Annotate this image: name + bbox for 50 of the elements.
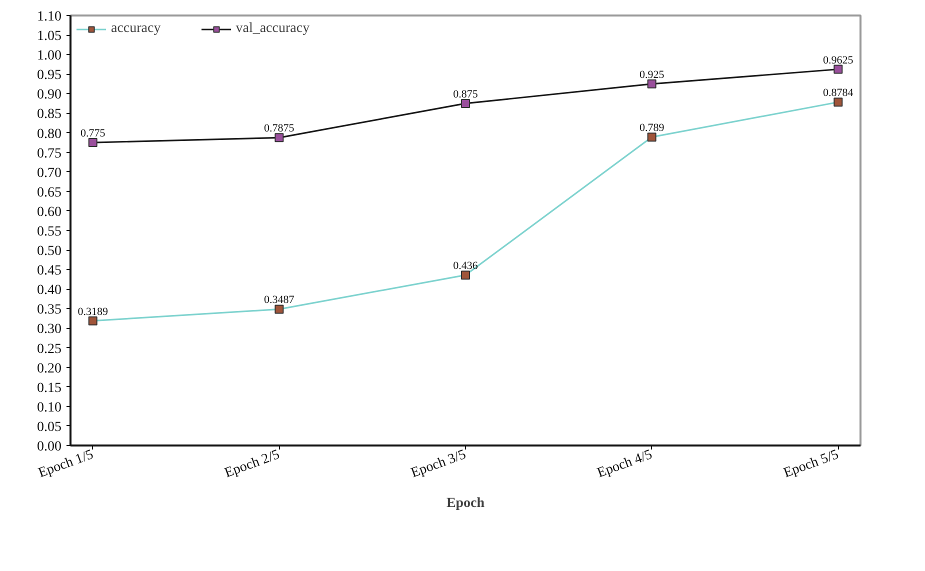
x-tick-label: Epoch 3/5 (409, 447, 468, 482)
text: 0.25 (37, 342, 62, 357)
data-label: 0.789 (639, 122, 665, 134)
text: 0.95 (37, 68, 62, 84)
point (88, 316, 98, 326)
data-label: 0.3487 (264, 294, 295, 306)
point (834, 98, 843, 107)
text: 0.00 (37, 440, 62, 454)
text: 0.75 (37, 146, 62, 162)
data-label: 0.925 (639, 68, 665, 81)
text: 0.50 (37, 244, 62, 260)
point (461, 98, 470, 108)
data-label: 0.875 (453, 88, 478, 100)
point (647, 79, 656, 88)
point (647, 132, 656, 142)
text: 0.90 (37, 88, 62, 103)
data-label: 0.8784 (823, 87, 854, 100)
text: 0.45 (37, 264, 62, 279)
text: 0.20 (37, 361, 62, 376)
text: 0.05 (37, 420, 62, 435)
point (274, 133, 284, 142)
point (88, 138, 98, 148)
point (834, 64, 843, 74)
data-label: 0.436 (453, 260, 478, 272)
legend-label: val_accuracy (236, 21, 310, 37)
point (461, 270, 470, 280)
data-label: 0.775 (80, 128, 106, 140)
x-tick-label: Epoch 2/5 (222, 447, 282, 482)
text: 1.05 (37, 29, 62, 44)
text: 0.10 (37, 400, 62, 416)
x-tick-label: Epoch 5/5 (782, 447, 841, 482)
x-tick-label: Epoch 4/5 (596, 447, 654, 482)
text: 0.85 (37, 107, 62, 122)
text: 0.15 (37, 380, 62, 396)
point (274, 304, 284, 314)
text: 0.60 (37, 204, 62, 220)
text: 0.55 (37, 224, 62, 240)
data-label: 0.7875 (264, 122, 295, 135)
data-label: 0.3189 (78, 306, 108, 318)
text: 0.80 (37, 126, 62, 142)
data-label: 0.9625 (823, 54, 854, 66)
text: 0.70 (37, 166, 62, 181)
text: 0.40 (37, 283, 62, 298)
text: 0.35 (37, 302, 62, 318)
x-axis-title: Epoch (446, 496, 485, 512)
text: 0.30 (37, 322, 62, 338)
text: 1.10 (37, 10, 62, 24)
text: 0.65 (37, 185, 62, 200)
legend-label: accuracy (111, 21, 161, 37)
text: 1.00 (37, 48, 62, 64)
